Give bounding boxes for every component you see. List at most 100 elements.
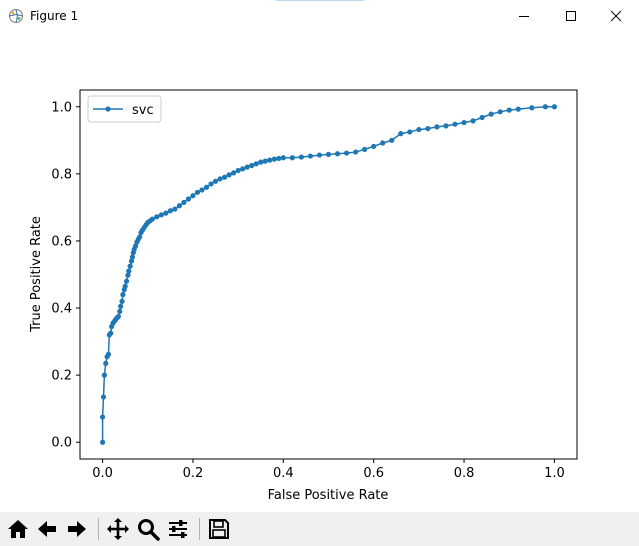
data-point [226,172,232,178]
close-icon [610,10,622,22]
close-button[interactable] [593,0,639,32]
figure-canvas[interactable]: 0.0 0.2 0.4 0.6 0.8 1.0 0.0 0.2 0.4 0.6 0.8 1.0 Fa… [0,32,639,512]
data-point [181,199,187,205]
y-axis-label: True Positive Rate [29,216,44,333]
minimize-icon [519,16,529,17]
figure-app-icon [9,9,23,23]
data-point [190,193,196,199]
data-point [154,214,160,220]
data-point [542,104,548,110]
maximize-icon [566,11,576,21]
navigation-toolbar [0,512,639,546]
data-point [343,150,350,156]
data-point [120,292,126,298]
data-point [276,155,282,162]
back-button[interactable] [34,515,60,543]
configure-subplots-icon [169,520,187,538]
y-axis-ticks: 0.0 0.2 0.4 0.6 0.8 1.0 [51,100,80,451]
data-point [99,414,106,420]
zoom-button[interactable] [135,515,161,543]
data-point [126,268,132,274]
x-tick-label: 0.0 [92,466,113,481]
title-bar: Figure 1 [0,0,639,32]
data-point [127,263,133,269]
data-point [172,206,178,212]
y-tick-label: 0.4 [51,302,72,317]
data-point [235,167,241,174]
legend: svc [87,95,162,123]
configure-subplots-button[interactable] [165,515,191,543]
data-point [240,166,246,172]
zoom-icon [138,519,160,541]
data-point [167,208,173,214]
data-point [100,394,107,400]
data-point [129,254,136,260]
data-point [515,106,521,112]
data-point [118,303,124,309]
x-axis-label: False Positive Rate [268,488,389,503]
data-point [119,298,125,304]
legend-label-svc: svc [132,103,154,118]
x-tick-label: 1.0 [544,466,565,481]
data-point [398,131,404,137]
data-point [258,159,264,165]
home-button[interactable] [5,515,31,543]
data-point [380,140,386,146]
data-point [289,155,295,161]
data-point [117,308,123,314]
toolbar-separator [98,518,99,540]
data-point [158,212,164,218]
data-point [443,123,449,129]
data-point [149,216,155,222]
data-point [199,187,205,193]
data-point [461,119,467,126]
data-point [551,104,558,110]
data-point [176,203,182,209]
data-point [434,124,440,130]
data-point [203,184,210,190]
data-point [253,161,259,167]
save-button[interactable] [206,515,232,543]
data-point [506,107,512,113]
x-tick-label: 0.4 [273,466,294,481]
x-tick-label: 0.2 [183,466,204,481]
window-title: Figure 1 [30,9,79,23]
minimize-button[interactable] [501,0,547,32]
data-point [217,176,223,182]
series-svc [99,104,558,445]
y-tick-label: 1.0 [51,100,72,115]
forward-button[interactable] [64,515,90,543]
data-point [128,258,135,264]
data-point [123,278,130,284]
y-tick-label: 0.0 [51,436,72,451]
data-point [244,164,250,170]
data-point [185,196,192,202]
title-bar-accent [276,0,364,1]
data-point [249,162,255,169]
maximize-button[interactable] [548,0,594,32]
y-tick-label: 0.8 [51,167,72,182]
data-point [325,151,332,158]
data-point [479,114,485,121]
data-point [267,157,273,163]
forward-arrow-icon [68,521,86,537]
data-point [280,155,286,161]
data-point [194,189,201,195]
data-point [122,283,128,289]
data-point [307,153,314,159]
data-point [101,372,107,378]
y-tick-label: 0.6 [51,234,72,249]
data-point [212,178,219,184]
data-point [334,151,341,157]
data-point [407,129,413,135]
save-icon [209,519,229,539]
home-icon [8,520,28,538]
plot-area [79,89,578,460]
data-point [425,125,431,132]
x-tick-label: 0.8 [454,466,475,481]
roc-chart: 0.0 0.2 0.4 0.6 0.8 1.0 0.0 0.2 0.4 0.6 0.8 1.0 Fa… [29,89,578,503]
pan-button[interactable] [105,515,131,543]
data-point [115,313,121,320]
data-point [231,170,237,176]
data-point [371,143,377,149]
